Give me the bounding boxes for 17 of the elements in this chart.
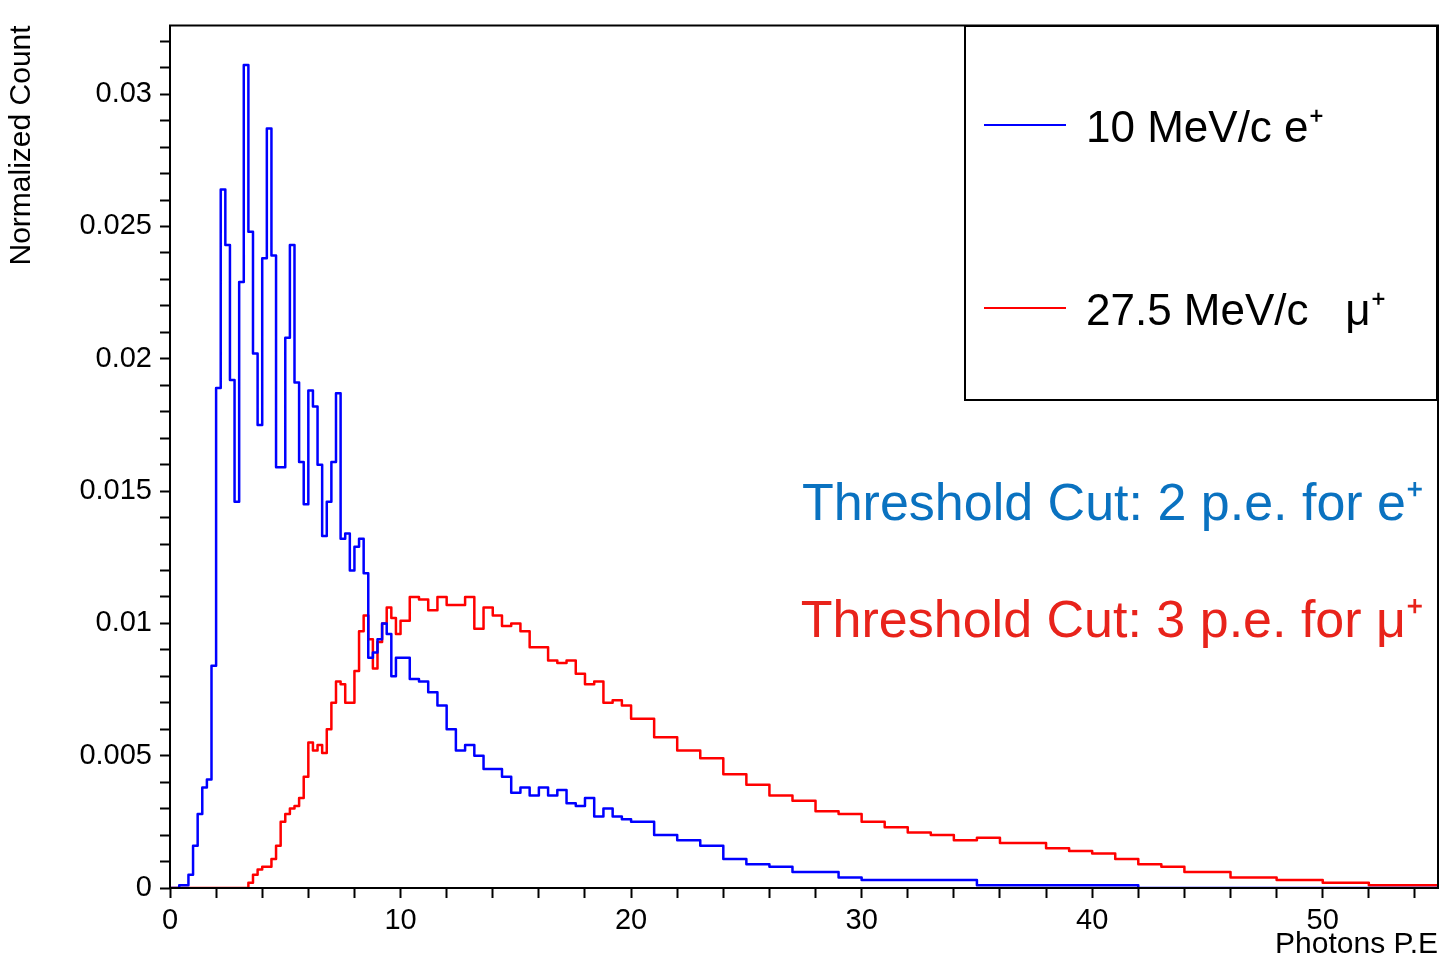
x-tick-label: 30 bbox=[845, 903, 878, 936]
x-tick-label: 10 bbox=[384, 903, 417, 936]
y-tick-label: 0.005 bbox=[79, 737, 152, 770]
y-tick-label: 0.01 bbox=[95, 605, 152, 638]
x-tick-label: 0 bbox=[161, 903, 179, 936]
y-axis-title: Normalized Count bbox=[3, 24, 37, 266]
y-tick-label: 0.03 bbox=[95, 76, 152, 109]
y-tick-label: 0.025 bbox=[79, 208, 152, 241]
y-tick-label: 0.015 bbox=[79, 473, 152, 506]
x-tick-label: 40 bbox=[1076, 903, 1109, 936]
legend-label: 10 MeV/c e⁺ bbox=[1086, 101, 1324, 153]
annotation: Threshold Cut: 2 p.e. for e⁺ bbox=[801, 473, 1424, 531]
y-tick-label: 0.02 bbox=[95, 340, 152, 373]
annotation: Threshold Cut: 3 p.e. for μ⁺ bbox=[800, 590, 1424, 648]
x-tick-label: 20 bbox=[614, 903, 648, 936]
y-tick-label: 0 bbox=[135, 870, 152, 902]
legend-label: 27.5 MeV/c μ⁺ bbox=[1086, 284, 1386, 336]
